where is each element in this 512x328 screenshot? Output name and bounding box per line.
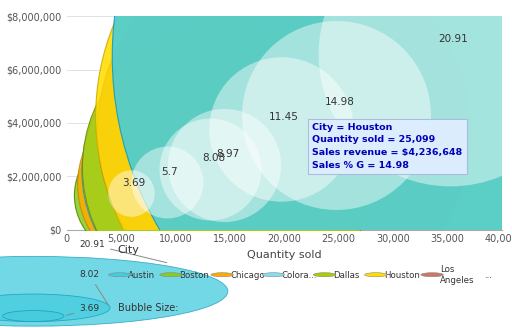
Text: Houston: Houston	[384, 271, 420, 280]
Circle shape	[0, 256, 228, 326]
Point	[335, 114, 344, 119]
Point	[130, 192, 138, 197]
Text: 3.69: 3.69	[67, 304, 99, 315]
Y-axis label: Sales revenue: Sales revenue	[0, 83, 1, 163]
Point	[445, 51, 454, 57]
Circle shape	[160, 273, 182, 277]
Text: 20.91: 20.91	[438, 34, 467, 44]
Point	[163, 179, 171, 185]
Point	[332, 112, 340, 117]
Circle shape	[313, 273, 336, 277]
Text: Chicago: Chicago	[230, 271, 265, 280]
Point	[206, 166, 215, 172]
Text: ...: ...	[484, 271, 492, 280]
Point	[223, 164, 231, 170]
Text: Dallas: Dallas	[333, 271, 359, 280]
Text: 8.08: 8.08	[202, 153, 225, 163]
Text: Colora...: Colora...	[282, 271, 317, 280]
Circle shape	[109, 273, 131, 277]
Point	[126, 190, 135, 195]
Circle shape	[262, 273, 285, 277]
Text: 8.97: 8.97	[216, 149, 239, 159]
Point	[166, 182, 174, 187]
Circle shape	[421, 273, 443, 277]
Circle shape	[3, 311, 64, 321]
Point	[277, 126, 285, 132]
Text: City: City	[118, 245, 140, 255]
Text: 8.02: 8.02	[79, 271, 109, 305]
Point	[449, 54, 457, 59]
Text: Bubble Size:: Bubble Size:	[118, 303, 178, 313]
Point	[220, 162, 228, 168]
Text: 3.69: 3.69	[122, 178, 145, 189]
Circle shape	[211, 273, 233, 277]
Text: City = Houston
Quantity sold = 25,099
Sales revenue = $4,236,648
Sales % G = 14.: City = Houston Quantity sold = 25,099 Sa…	[312, 123, 463, 170]
Point	[209, 168, 218, 174]
Text: 5.7: 5.7	[162, 167, 178, 177]
Circle shape	[365, 273, 387, 277]
Point	[280, 128, 288, 133]
Text: 20.91: 20.91	[79, 240, 167, 263]
Circle shape	[0, 294, 110, 321]
Text: Los
Angeles: Los Angeles	[440, 265, 475, 285]
Text: Boston: Boston	[179, 271, 209, 280]
Text: Austin: Austin	[128, 271, 155, 280]
Text: 14.98: 14.98	[325, 96, 355, 107]
X-axis label: Quantity sold: Quantity sold	[247, 250, 322, 260]
Text: 11.45: 11.45	[269, 112, 299, 122]
